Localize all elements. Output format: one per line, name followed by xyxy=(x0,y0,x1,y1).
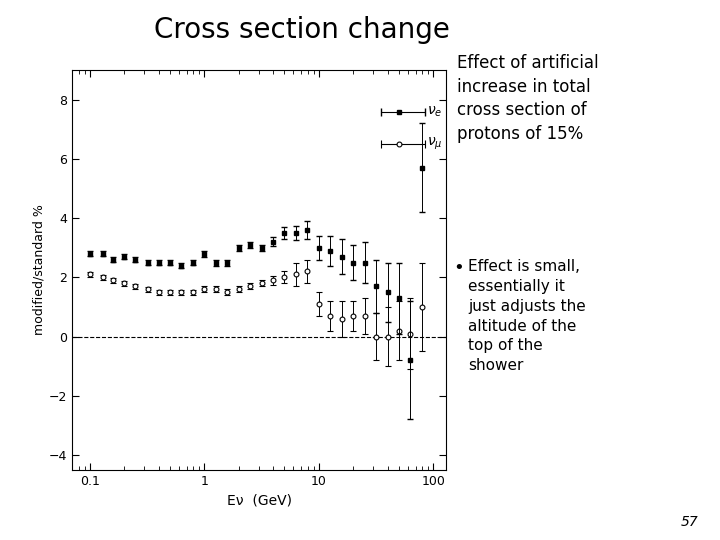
Text: Cross section change: Cross section change xyxy=(155,16,450,44)
Y-axis label: modified/standard %: modified/standard % xyxy=(33,205,46,335)
X-axis label: Eν  (GeV): Eν (GeV) xyxy=(227,493,292,507)
Text: Effect of artificial
increase in total
cross section of
protons of 15%: Effect of artificial increase in total c… xyxy=(457,54,599,143)
Text: •: • xyxy=(454,259,464,277)
Text: Effect is small,
essentially it
just adjusts the
altitude of the
top of the
show: Effect is small, essentially it just adj… xyxy=(468,259,586,373)
Text: $\nu_\mu$: $\nu_\mu$ xyxy=(427,136,443,152)
Text: $\nu_e$: $\nu_e$ xyxy=(427,104,442,119)
Text: 57: 57 xyxy=(680,515,698,529)
